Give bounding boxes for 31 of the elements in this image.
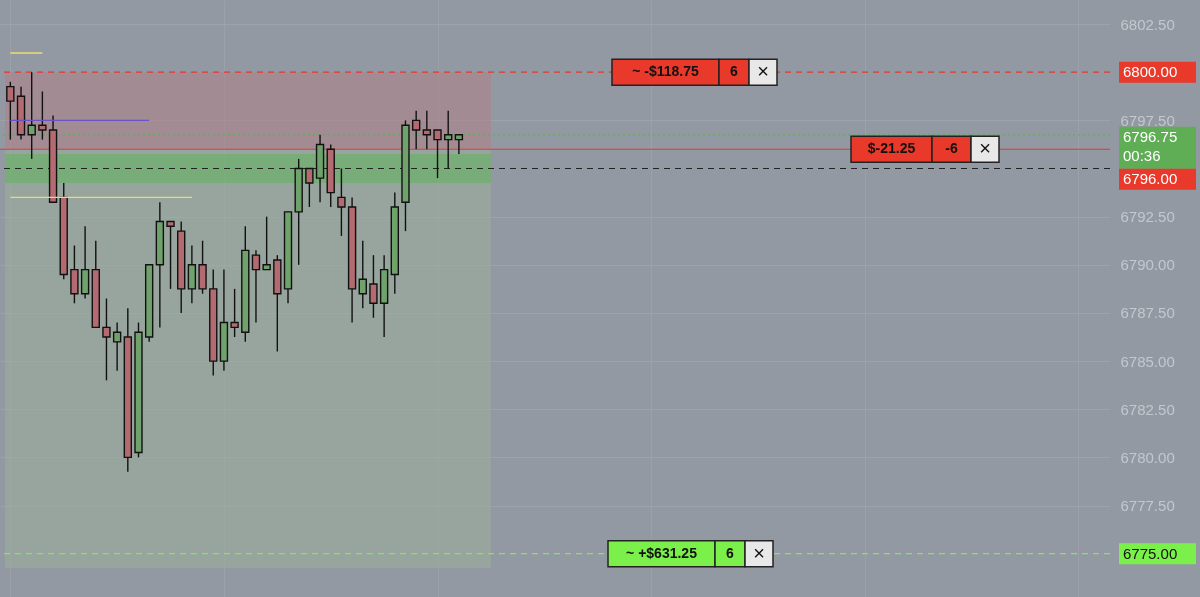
annotation: ×	[753, 541, 765, 564]
candlestick	[262, 215, 271, 271]
annotation: $-21.25	[867, 140, 916, 157]
ref-line-label: 6796.00	[1123, 170, 1178, 188]
candlestick	[337, 167, 346, 237]
candlestick	[102, 297, 111, 382]
annotation: 6	[730, 63, 739, 80]
candlestick	[358, 240, 367, 309]
candlestick	[166, 220, 175, 290]
candlestick	[6, 81, 15, 141]
candlestick	[369, 254, 378, 319]
candlestick	[230, 288, 239, 338]
annotation: 6	[726, 544, 735, 561]
candlestick	[251, 249, 261, 324]
annotation: ×	[757, 60, 769, 83]
candlestick	[454, 134, 464, 155]
annotation: -6	[945, 140, 958, 157]
candlestick	[433, 129, 442, 179]
ref-line-label: 6800.00	[1123, 63, 1178, 81]
candlestick	[444, 110, 453, 170]
candlestick	[422, 110, 432, 150]
candlestick	[112, 321, 122, 372]
candlestick	[27, 71, 36, 160]
annotation: ~ +$631.25	[626, 544, 698, 561]
annotation: ×	[979, 137, 991, 160]
candlestick	[305, 167, 314, 208]
ref-line-label: 6775.00	[1123, 544, 1178, 562]
candlestick	[38, 90, 47, 141]
candlestick	[411, 110, 421, 150]
ref-line-label: 6796.75 00:36	[1123, 128, 1178, 165]
annotation: ~ -$118.75	[632, 63, 699, 80]
